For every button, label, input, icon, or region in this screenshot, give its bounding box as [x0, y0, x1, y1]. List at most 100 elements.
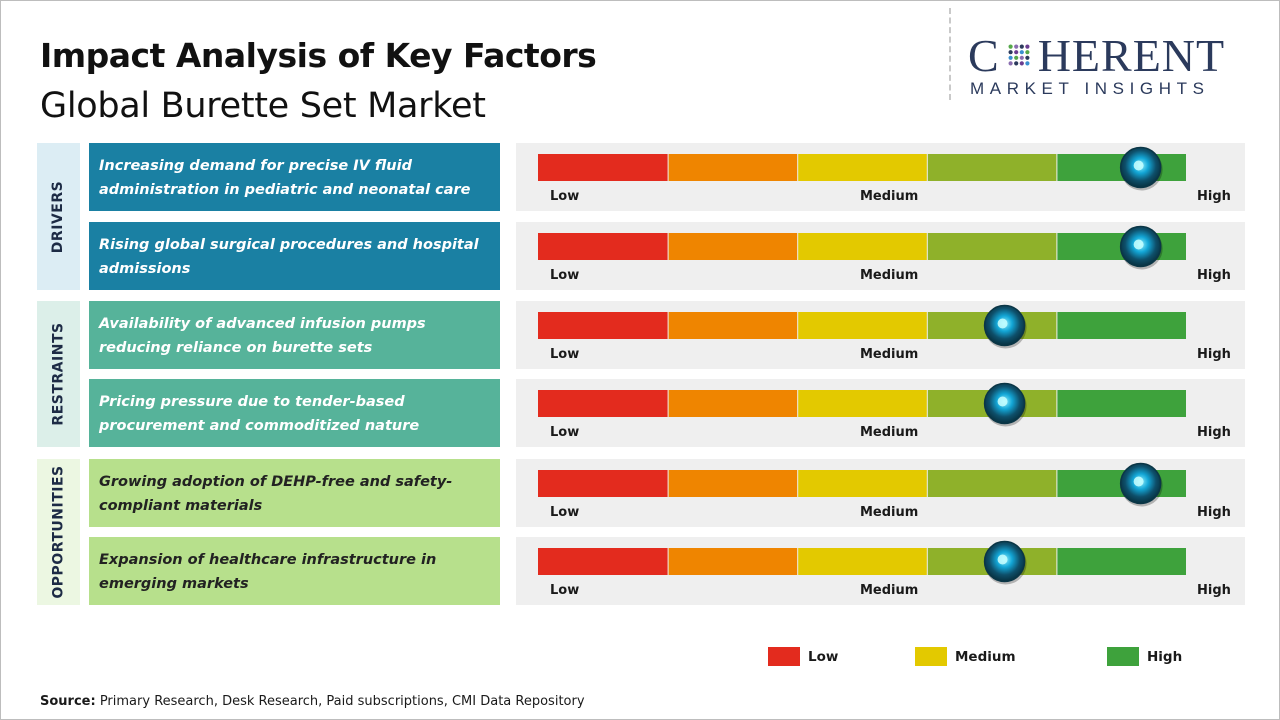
impact-scale-segment: [668, 390, 798, 417]
logo-globe-dot: [1024, 44, 1030, 49]
category-label: OPPORTUNITIES: [50, 465, 67, 599]
impact-scale-segment: [538, 154, 668, 181]
impact-scale-segment: [668, 154, 798, 181]
impact-scale-segment: [798, 548, 927, 575]
factor-text: Pricing pressure due to tender-based pro…: [89, 379, 500, 447]
impact-meter: Low Medium High: [516, 537, 1245, 605]
category-label: DRIVERS: [50, 180, 67, 253]
legend-swatch: [768, 647, 800, 666]
scale-label-high: High: [1197, 268, 1231, 283]
logo-globe-dot: [1008, 61, 1013, 66]
impact-meter-svg: [538, 146, 1186, 191]
impact-meter-svg: [538, 462, 1186, 507]
impact-scale-segment: [538, 233, 668, 260]
impact-scale-segment: [927, 154, 1057, 181]
impact-scale-segment: [1057, 312, 1186, 339]
legend-label: Medium: [955, 648, 1016, 665]
impact-indicator-glint: [997, 318, 1008, 329]
scale-label-low: Low: [550, 347, 580, 362]
scale-label-low: Low: [550, 268, 580, 283]
factor-text: Growing adoption of DEHP-free and safety…: [89, 459, 500, 527]
scale-label-low: Low: [550, 425, 580, 440]
impact-scale-segment: [798, 312, 927, 339]
impact-scale-segment: [927, 470, 1057, 497]
impact-meter: Low Medium High: [516, 379, 1245, 447]
impact-indicator-glint: [1133, 160, 1144, 171]
impact-meter-svg: [538, 540, 1186, 585]
logo-globe-dot: [1019, 50, 1024, 55]
impact-scale-segment: [798, 154, 927, 181]
scale-label-high: High: [1197, 425, 1231, 440]
impact-scale-segment: [668, 233, 798, 260]
source-text: Primary Research, Desk Research, Paid su…: [95, 694, 585, 709]
scale-label-low: Low: [550, 505, 580, 520]
factor-text: Rising global surgical procedures and ho…: [89, 222, 500, 290]
company-logo: C HERENT MARKET INSIGHTS: [968, 30, 1268, 100]
impact-scale-segment: [798, 390, 927, 417]
impact-scale-segment: [798, 470, 927, 497]
scale-label-high: High: [1197, 583, 1231, 598]
scale-label-medium: Medium: [860, 268, 919, 283]
category-drivers: DRIVERS: [37, 143, 80, 290]
scale-label-high: High: [1197, 347, 1231, 362]
impact-scale-segment: [538, 312, 668, 339]
impact-scale-segment: [798, 233, 927, 260]
legend-label: High: [1147, 648, 1183, 665]
logo-globe-dot: [1019, 61, 1024, 66]
impact-meter: Low Medium High: [516, 301, 1245, 369]
impact-scale-segment: [1057, 548, 1186, 575]
scale-label-medium: Medium: [860, 583, 919, 598]
scale-label-high: High: [1197, 189, 1231, 204]
page-title: Impact Analysis of Key Factors: [40, 36, 597, 75]
legend-label: Low: [808, 648, 839, 665]
impact-indicator-glint: [997, 396, 1008, 407]
page-subtitle: Global Burette Set Market: [40, 86, 486, 126]
impact-scale-segment: [668, 548, 798, 575]
impact-scale-segment: [538, 548, 668, 575]
factor-text: Increasing demand for precise IV fluid a…: [89, 143, 500, 211]
scale-label-medium: Medium: [860, 189, 919, 204]
logo-globe-dot: [1013, 44, 1018, 49]
logo-globe-dot: [1024, 50, 1030, 55]
category-restraints: RESTRAINTS: [37, 301, 80, 447]
logo-globe-dot: [1008, 55, 1013, 60]
impact-scale-segment: [1057, 390, 1186, 417]
source-note: Source: Primary Research, Desk Research,…: [40, 694, 585, 709]
impact-scale-segment: [668, 312, 798, 339]
impact-meter: Low Medium High: [516, 459, 1245, 527]
legend-swatch: [1107, 647, 1139, 666]
scale-label-medium: Medium: [860, 425, 919, 440]
impact-indicator-glint: [997, 554, 1008, 565]
scale-label-low: Low: [550, 583, 580, 598]
logo-globe-dot: [1013, 55, 1018, 60]
impact-scale-segment: [538, 390, 668, 417]
impact-meter: Low Medium High: [516, 222, 1245, 290]
source-label: Source:: [40, 694, 96, 709]
logo-globe-dot: [1013, 50, 1018, 55]
logo-globe-dot: [1008, 44, 1013, 49]
logo-globe-dot: [1024, 61, 1030, 66]
logo-globe-dot: [1019, 55, 1024, 60]
scale-label-low: Low: [550, 189, 580, 204]
impact-scale-segment: [927, 233, 1057, 260]
logo-globe-dot: [1019, 44, 1024, 49]
scale-label-medium: Medium: [860, 347, 919, 362]
factor-text: Expansion of healthcare infrastructure i…: [89, 537, 500, 605]
impact-scale-segment: [668, 470, 798, 497]
legend-item-high: High: [1107, 647, 1182, 666]
logo-globe-dot: [1024, 55, 1030, 60]
logo-tagline: MARKET INSIGHTS: [970, 79, 1210, 98]
impact-indicator-glint: [1133, 476, 1144, 487]
logo-wordmark: C HERENT: [968, 30, 1226, 81]
impact-meter-svg: [538, 382, 1186, 427]
impact-meter: Low Medium High: [516, 143, 1245, 211]
factor-text: Availability of advanced infusion pumps …: [89, 301, 500, 369]
scale-label-high: High: [1197, 505, 1231, 520]
category-label: RESTRAINTS: [50, 322, 67, 426]
logo-globe-dot: [1013, 61, 1018, 66]
impact-scale-segment: [538, 470, 668, 497]
scale-label-medium: Medium: [860, 505, 919, 520]
impact-indicator-glint: [1133, 239, 1144, 250]
legend-item-low: Low: [768, 647, 838, 666]
legend-swatch: [915, 647, 947, 666]
